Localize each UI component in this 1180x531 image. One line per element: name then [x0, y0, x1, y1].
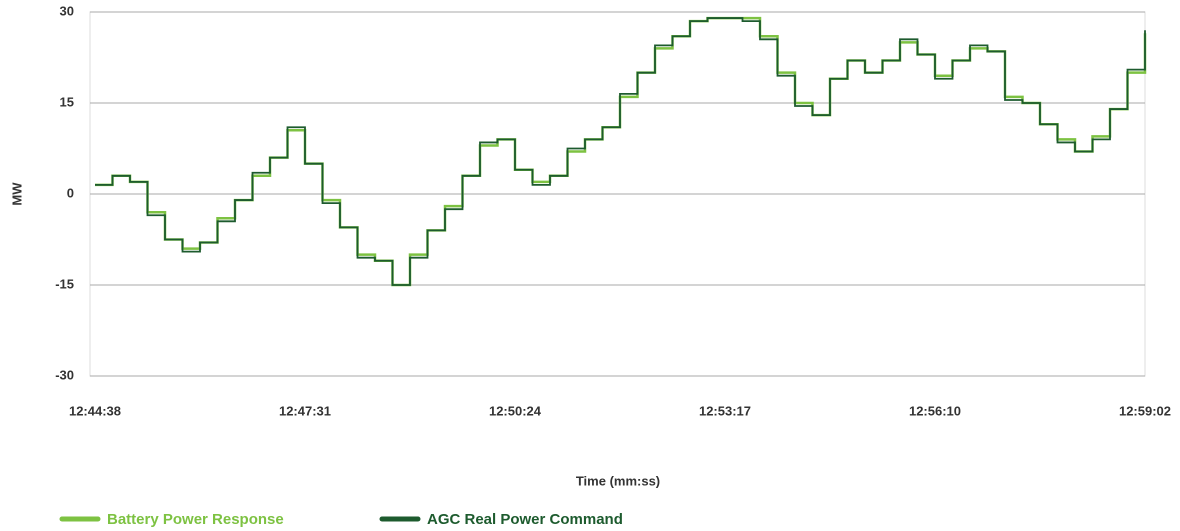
x-tick-label: 12:47:31: [279, 403, 331, 418]
x-axis-label: Time (mm:ss): [576, 473, 660, 488]
x-tick-label: 12:53:17: [699, 403, 751, 418]
x-tick-label: 12:59:02: [1119, 403, 1171, 418]
legend-label: Battery Power Response: [107, 511, 284, 528]
x-tick-label: 12:50:24: [489, 403, 542, 418]
y-tick-label: 30: [60, 3, 74, 18]
y-tick-label: -30: [55, 367, 74, 382]
legend-label: AGC Real Power Command: [427, 511, 623, 528]
y-axis-label: MW: [9, 182, 24, 206]
series-line: [95, 16, 1147, 287]
x-tick-label: 12:56:10: [909, 403, 961, 418]
y-tick-label: -15: [55, 276, 74, 291]
y-tick-label: 0: [67, 185, 74, 200]
x-tick-label: 12:44:38: [69, 403, 121, 418]
series-line: [95, 17, 1146, 286]
y-tick-label: 15: [60, 94, 74, 109]
